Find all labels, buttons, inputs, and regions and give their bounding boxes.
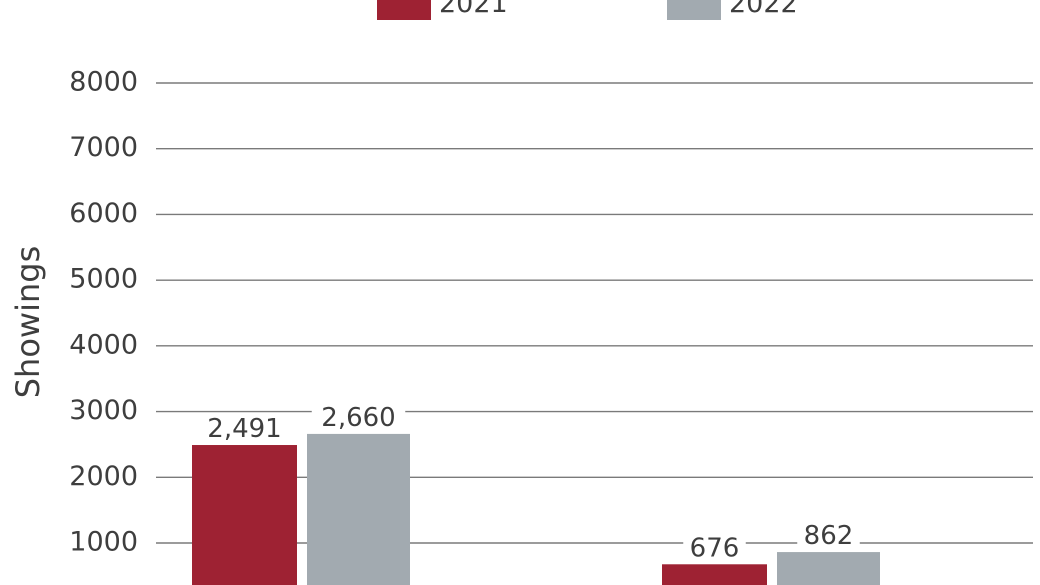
y-tick-label-4000: 4000 <box>69 329 138 360</box>
legend-label-2021: 2021 <box>439 0 508 19</box>
y-axis-ticks: 1000 2000 3000 4000 5000 6000 7000 8000 <box>69 67 138 558</box>
legend-swatch-2021 <box>377 0 431 20</box>
y-tick-label-6000: 6000 <box>69 198 138 229</box>
bar-2022-group-1 <box>307 433 410 585</box>
bar-2022-group-2 <box>777 552 880 585</box>
gridlines <box>156 82 1033 544</box>
data-label-2022-group-2: 862 <box>804 521 854 551</box>
legend-swatch-2022 <box>667 0 721 20</box>
data-label-2021-group-2: 676 <box>690 533 740 563</box>
y-axis-title: Showings <box>9 246 47 399</box>
y-tick-label-5000: 5000 <box>69 264 138 295</box>
y-tick-label-3000: 3000 <box>69 395 138 426</box>
bar-2021-group-2 <box>662 564 767 585</box>
bar-2021-group-1 <box>192 445 297 585</box>
data-labels: 2,491 676 2,660 862 <box>207 403 853 563</box>
y-tick-label-8000: 8000 <box>69 67 138 98</box>
legend-label-2022: 2022 <box>729 0 798 19</box>
y-tick-label-1000: 1000 <box>69 527 138 558</box>
data-label-2021-group-1: 2,491 <box>207 414 281 444</box>
bars <box>192 433 880 585</box>
data-label-2022-group-1: 2,660 <box>321 403 395 433</box>
y-tick-label-2000: 2000 <box>69 461 138 492</box>
y-tick-label-7000: 7000 <box>69 132 138 163</box>
legend: 2021 2022 <box>377 0 798 20</box>
